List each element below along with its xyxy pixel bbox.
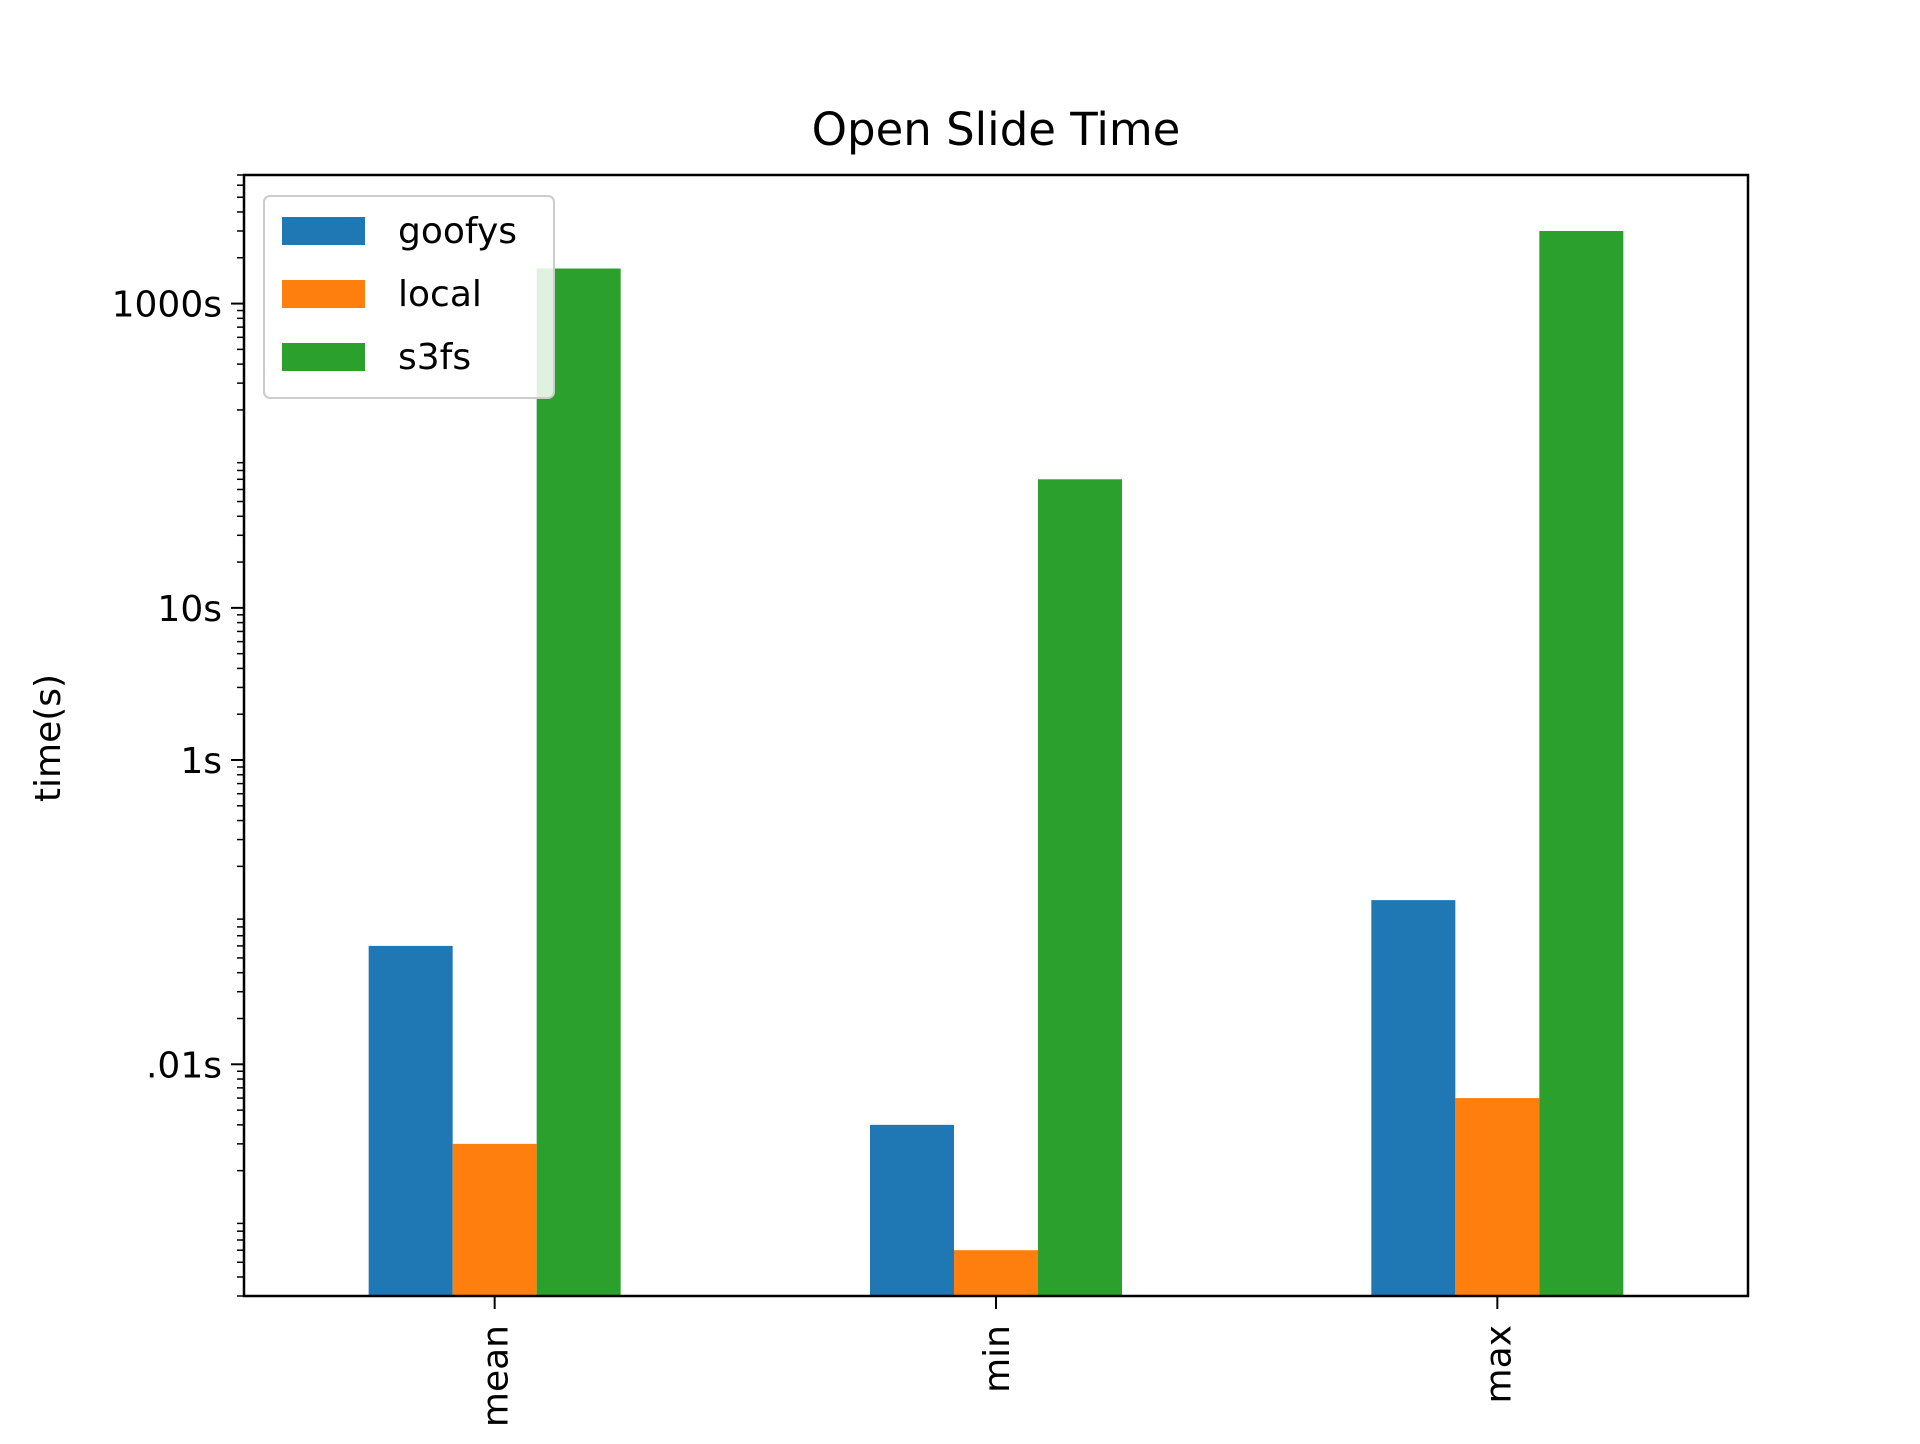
axes-frame xyxy=(242,173,1750,1298)
bar-s3fs-max xyxy=(1539,230,1624,1296)
legend-swatch-s3fs xyxy=(282,343,365,371)
y-tick-label: 1s xyxy=(180,741,222,782)
legend-swatch-local xyxy=(282,280,365,308)
legend-label-local: local xyxy=(398,274,482,315)
x-tick-label: mean xyxy=(476,1325,517,1427)
y-ticks: .01s 1s 10s 1000s xyxy=(112,285,244,1086)
bar-local-max xyxy=(1455,1098,1540,1296)
bar-s3fs-min xyxy=(1038,479,1122,1296)
y-tick-label: .01s xyxy=(146,1045,222,1086)
y-tick-label: 10s xyxy=(157,589,222,630)
x-tick-label: max xyxy=(1478,1325,1519,1403)
y-tick-label: 1000s xyxy=(112,285,222,326)
y-axis-label: time(s) xyxy=(28,674,69,802)
bars-group xyxy=(368,230,1624,1296)
legend-swatch-goofys xyxy=(282,217,365,245)
legend: goofys local s3fs xyxy=(263,195,555,399)
x-tick-label: min xyxy=(977,1325,1018,1393)
bar-goofys-min xyxy=(870,1124,954,1296)
bar-goofys-max xyxy=(1371,900,1456,1296)
x-ticks: mean min max xyxy=(476,1296,1519,1427)
legend-label-goofys: goofys xyxy=(398,211,517,252)
bar-s3fs-mean xyxy=(536,268,621,1296)
bar-local-mean xyxy=(452,1143,537,1296)
legend-label-s3fs: s3fs xyxy=(398,337,471,378)
bar-goofys-mean xyxy=(368,945,453,1296)
bar-local-min xyxy=(954,1250,1038,1296)
chart-title: Open Slide Time xyxy=(812,103,1181,156)
